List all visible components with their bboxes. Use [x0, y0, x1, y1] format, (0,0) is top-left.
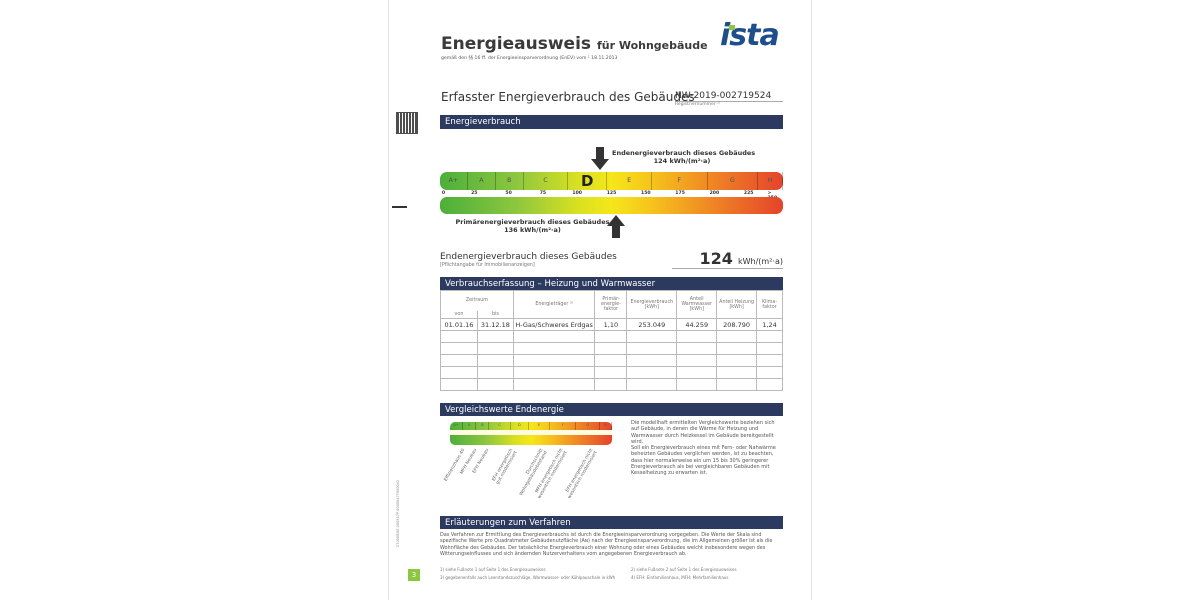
mini-class-F: F: [550, 422, 577, 430]
document-subtitle: gemäß den §§ 16 ff. der Energieeinsparve…: [441, 56, 618, 61]
energy-class-C: C: [524, 172, 569, 190]
header-to: bis: [476, 310, 514, 319]
empty-row: [440, 342, 783, 355]
tick-label: 125: [606, 191, 617, 196]
energy-class-A: A: [468, 172, 496, 190]
energy-class-G: G: [708, 172, 758, 190]
tick-label: 150: [641, 191, 651, 196]
header-hot-water: Anteil Warmwasser [kWh]: [676, 290, 718, 319]
mini-class-A+: A+: [450, 422, 464, 430]
header-primary-factor: Primär-energie-faktor: [594, 290, 628, 319]
comparison-bar-title: Vergleichswerte Endenergie: [440, 403, 783, 416]
tick-label: 75: [539, 191, 547, 196]
header-heating: Anteil Heizung [kWh]: [716, 290, 758, 319]
table-row: 01.01.16 31.12.18 H-Gas/Schweres Erdgas 1,1…: [440, 318, 783, 331]
tick-label: 50: [505, 191, 512, 196]
mini-class-B: B: [476, 422, 490, 430]
footnote-1: 1) siehe Fußnote 1 auf Seite 1 des Energ…: [440, 567, 546, 572]
ista-logo: ista: [720, 18, 780, 53]
side-code: 27000BDE 000547P 0000047F000042: [396, 479, 400, 547]
page-number: 3: [408, 569, 420, 581]
summary-note: [Pflichtangabe für Immobilienanzeigen]: [440, 263, 535, 268]
mini-class-G: G: [576, 422, 601, 430]
tick-label: 175: [675, 191, 685, 196]
registration-label: Registriernummer ²⁾: [675, 102, 720, 107]
energy-class-E: E: [607, 172, 652, 190]
primary-energy-arrow-icon: [607, 215, 625, 239]
tick-label: 225: [743, 191, 754, 196]
summary-value: 124 kWh/(m²·a): [672, 249, 783, 269]
mini-class-D: D: [511, 422, 530, 430]
punch-mark: [392, 206, 407, 208]
empty-row: [440, 366, 783, 379]
header-climate: Klima-faktor: [756, 290, 783, 319]
end-energy-label: Endenergieverbrauch dieses Gebäudes 124 k…: [612, 149, 756, 165]
energy-scale-bottom: [440, 197, 783, 214]
empty-row: [440, 378, 783, 391]
explanation-bar-title: Erläuterungen zum Verfahren: [440, 516, 783, 529]
primary-energy-label: Primärenergieverbrauch dieses Gebäudes 13…: [455, 218, 610, 234]
energy-bar-title: Energieverbrauch: [440, 115, 783, 129]
summary-label: Endenergieverbrauch dieses Gebäudes: [440, 252, 617, 262]
mini-class-H: H: [600, 422, 612, 430]
energy-class-A+: A+: [440, 172, 468, 190]
mini-class-E: E: [529, 422, 551, 430]
empty-row: [440, 354, 783, 367]
energy-scale-top: A+ A B C D E F G H: [440, 172, 783, 190]
empty-row: [440, 330, 783, 343]
tick-label: 0: [441, 191, 446, 196]
qr-code: [396, 112, 418, 134]
comparison-scale: A+ A B C D E F G H: [450, 422, 612, 445]
explanation-text: Das Verfahren zur Ermittlung des Energie…: [440, 532, 773, 557]
header-from: von: [440, 310, 478, 319]
energy-class-B: B: [496, 172, 524, 190]
energy-class-H: H: [758, 172, 783, 190]
end-energy-arrow-icon: [591, 147, 609, 171]
registration-number: NW-2019-002719524: [675, 91, 783, 102]
document-title: Energieausweis für Wohngebäude: [441, 34, 708, 54]
header-consumption: Energieverbrauch [kWh]: [626, 290, 678, 319]
header-period: Zeitraum: [440, 290, 514, 311]
tick-label: 25: [471, 191, 478, 196]
footnote-2: 2) siehe Fußnote 2 auf Seite 1 des Energ…: [631, 567, 737, 572]
mini-class-A: A: [463, 422, 477, 430]
energy-class-F: F: [652, 172, 708, 190]
footnote-3: 3) gegebenenfalls auch Leerstandszuschlä…: [440, 575, 616, 580]
section-title: Erfasster Energieverbrauch des Gebäudes: [441, 90, 695, 104]
mini-class-C: C: [490, 422, 511, 430]
tick-label: 200: [709, 191, 720, 196]
consumption-bar-title: Verbrauchserfassung – Heizung und Warmwa…: [440, 277, 783, 290]
footnote-4: 4) EFH: Einfamilienhaus, MFH: Mehrfamili…: [631, 575, 729, 580]
consumption-table: Zeitraum Energieträger ³⁾ Primär-energie-f…: [440, 290, 783, 391]
header-carrier: Energieträger ³⁾: [512, 290, 596, 319]
comparison-text: Die modellhaft ermittelten Vergleichswer…: [631, 420, 776, 477]
energy-class-D: D: [568, 172, 608, 190]
tick-label: 100: [572, 191, 582, 196]
